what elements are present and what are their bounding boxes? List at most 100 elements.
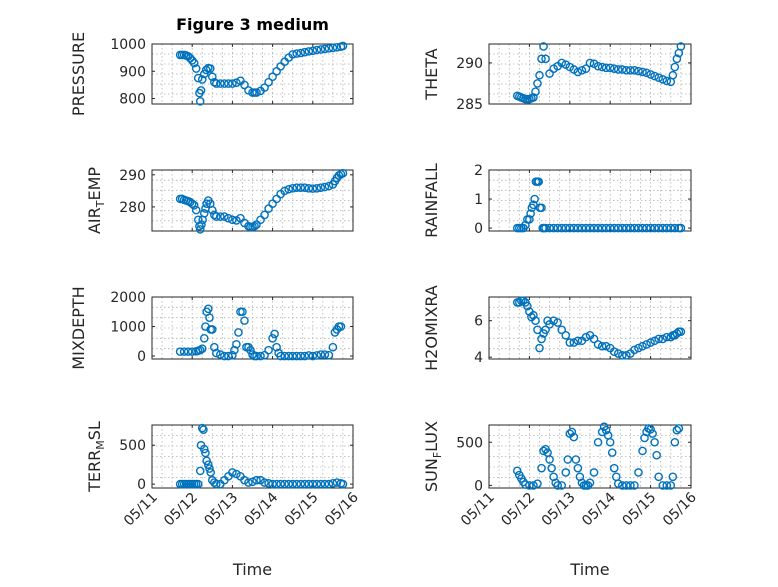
data-point — [264, 479, 273, 488]
data-point — [280, 186, 289, 196]
data-point — [300, 183, 310, 192]
data-point — [573, 463, 583, 473]
data-point — [597, 341, 607, 351]
data-point — [618, 481, 627, 490]
data-point — [328, 43, 338, 53]
x-axis-label: Time — [232, 560, 272, 579]
data-point — [541, 223, 550, 233]
data-point — [288, 351, 298, 361]
data-point — [196, 86, 206, 95]
x-axis-label: Time — [569, 560, 609, 579]
data-point — [626, 481, 635, 490]
subplot-7: 05/11 05/12 05/13 05/14 05/15 05/16 0 500 TERRMS… — [85, 421, 362, 579]
y-tick-label: 290 — [456, 56, 483, 72]
data-point — [280, 351, 289, 361]
data-point — [676, 327, 686, 336]
data-point — [531, 316, 540, 326]
data-point — [670, 437, 680, 447]
data-point — [212, 348, 221, 358]
data-point — [585, 478, 595, 488]
axes-box — [488, 296, 692, 360]
data-point — [248, 477, 257, 487]
data-point — [537, 334, 546, 344]
data-point — [268, 72, 277, 82]
data-point — [308, 479, 318, 489]
data-point — [320, 44, 330, 54]
data-point — [534, 177, 543, 186]
data-point — [630, 223, 639, 233]
data-point — [672, 329, 682, 338]
data-point — [557, 58, 567, 68]
data-point — [563, 455, 573, 464]
data-point — [268, 334, 277, 343]
data-point — [312, 45, 322, 55]
data-point — [525, 481, 534, 490]
data-point — [541, 325, 550, 335]
data-point — [300, 351, 310, 361]
data-point — [533, 79, 542, 88]
axes-box — [151, 43, 354, 105]
data-point — [545, 455, 554, 464]
y-tick-label: 0 — [474, 478, 483, 494]
subplot-1: 800 900 1000 PRESSURE Figure 3 medium — [69, 15, 354, 116]
data-point — [565, 223, 575, 233]
data-point — [268, 479, 277, 489]
x-tick-label: 05/14 — [579, 489, 619, 529]
data-point — [573, 223, 583, 233]
data-point — [187, 347, 197, 356]
data-point — [658, 334, 668, 344]
subplot-5: 0 1000 2000 MIXDEPTH — [69, 286, 354, 370]
data-point — [642, 223, 651, 233]
data-point — [300, 479, 310, 489]
data-point — [662, 76, 672, 86]
data-point — [634, 223, 643, 233]
data-point — [212, 479, 221, 489]
data-point — [650, 71, 659, 81]
y-tick-label: 1000 — [110, 320, 146, 336]
data-point — [328, 342, 338, 352]
data-point — [658, 75, 668, 84]
y-tick-label: 500 — [456, 435, 483, 451]
x-tick-label: 05/12 — [498, 490, 538, 530]
data-point — [264, 345, 273, 355]
data-point — [207, 325, 217, 334]
y-tick-label: 2000 — [110, 290, 146, 306]
data-point — [220, 351, 229, 361]
data-point — [626, 223, 635, 233]
data-point — [589, 334, 599, 344]
data-point — [593, 61, 603, 71]
y-tick-label: 290 — [119, 168, 146, 184]
data-point — [609, 64, 619, 73]
data-point — [320, 182, 330, 192]
data-point — [535, 343, 544, 353]
data-point — [232, 78, 241, 88]
data-point — [288, 479, 298, 489]
data-point — [539, 446, 548, 456]
data-point — [332, 478, 342, 487]
data-point — [316, 183, 326, 192]
data-point — [276, 479, 285, 489]
data-point — [658, 223, 668, 233]
data-point — [569, 223, 579, 233]
y-tick-label: 500 — [119, 438, 146, 454]
data-point — [537, 463, 546, 473]
data-point — [648, 429, 657, 438]
data-point — [316, 45, 326, 54]
data-point — [618, 65, 627, 74]
data-point — [280, 479, 289, 489]
data-point — [601, 223, 611, 233]
data-point — [585, 223, 595, 233]
data-point — [189, 58, 199, 68]
data-point — [312, 479, 322, 489]
data-point — [296, 183, 306, 192]
data-point — [308, 184, 318, 193]
data-point — [521, 480, 530, 489]
data-point — [630, 66, 639, 75]
data-point — [646, 425, 655, 434]
data-point — [666, 223, 676, 233]
data-point — [573, 336, 583, 346]
data-point — [308, 351, 318, 361]
data-point — [228, 215, 237, 225]
data-point — [195, 345, 205, 355]
data-point — [634, 66, 643, 76]
